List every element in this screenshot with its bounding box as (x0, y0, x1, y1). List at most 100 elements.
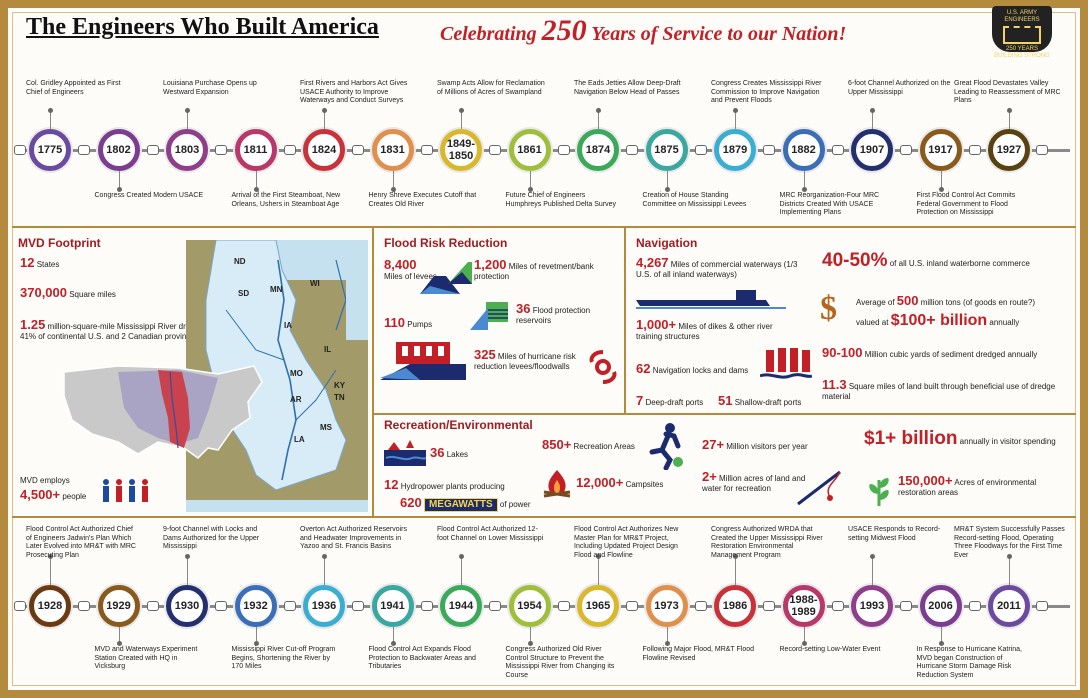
timeline-stem-dot (322, 108, 327, 113)
column-divider-1 (372, 228, 374, 516)
timeline-event-text: Swamp Acts Allow for Reclamation of Mill… (437, 80, 545, 96)
timeline-stem-dot (596, 108, 601, 113)
flood-title: Flood Risk Reduction (384, 236, 508, 250)
rec-visitors: 27+ Million visitors per year (702, 437, 808, 452)
map-label-sd: SD (238, 289, 249, 298)
timeline-connector (420, 145, 433, 155)
nav-shallow-ports: 51 Shallow-draft ports (718, 394, 801, 408)
timeline-connector (900, 145, 913, 155)
rec-areas: 850+ Recreation Areas (542, 438, 635, 452)
timeline-connector (78, 601, 91, 611)
plant-icon (869, 478, 889, 506)
map-label-la: LA (294, 435, 305, 444)
timeline-stem (872, 556, 873, 585)
running-person-icon (649, 423, 683, 470)
flood-levees: 8,400 Miles of levees (384, 257, 440, 282)
timeline-stem (940, 171, 942, 190)
page-subtitle: Celebrating 250 Years of Service to our … (440, 14, 846, 48)
timeline-connector (489, 601, 502, 611)
nav-tons-num: 500 (896, 293, 919, 308)
mvd-people-num: 4,500+ (20, 487, 61, 502)
timeline-stem (255, 627, 257, 644)
rec-power-label: of power (497, 500, 531, 509)
timeline-stem-dot (48, 554, 53, 559)
map-label-ia: IA (284, 321, 292, 330)
rec-restore-num: 150,000+ (898, 473, 953, 488)
nav-sediment: 90-100 Million cubic yards of sediment d… (822, 345, 1062, 360)
rec-acres-num: 2+ (702, 469, 717, 484)
timeline-stem-dot (733, 554, 738, 559)
timeline-year-node: 1988-1989 (782, 585, 825, 627)
rec-visitors-num: 27+ (702, 437, 725, 452)
timeline-event-text: The Eads Jetties Allow Deep-Draft Naviga… (574, 80, 681, 96)
flood-reservoirs-num: 36 (516, 301, 531, 316)
castle-icon (1003, 26, 1041, 44)
flood-levees-label: Miles of levees (384, 272, 437, 281)
timeline-stem (940, 627, 942, 644)
map-label-mn: MN (270, 285, 283, 294)
hurricane-icon (589, 350, 617, 384)
timeline-year-node: 1849-1850 (440, 129, 482, 171)
timeline-event-text: Record-setting Low-Water Event (779, 646, 881, 653)
timeline-event-text: Congress Creates Mississippi River Commi… (711, 80, 822, 104)
timeline-year-node: 1875 (645, 129, 688, 171)
nav-tons-pre: Average of (856, 298, 897, 307)
timeline-connector (968, 601, 981, 611)
fishing-icon (797, 470, 841, 506)
timeline-stem (803, 171, 805, 190)
timeline-connector (78, 145, 91, 155)
mvd-people: 4,500+ people (20, 487, 86, 502)
nav-dikes-label: Miles of dikes & other river training st… (636, 322, 773, 341)
timeline-year-node: 1941 (371, 585, 414, 627)
nav-waterways-label: Miles of commercial waterways (1/3 U.S. … (636, 260, 798, 279)
mvd-title: MVD Footprint (18, 236, 101, 250)
nav-waterways-num: 4,267 (636, 255, 669, 270)
timeline-event-text: Henry Shreve Executes Cutoff that Create… (368, 192, 477, 208)
nav-locks: 62 Navigation locks and dams (636, 362, 748, 376)
mvd-basin: 1.25 million-square-mile Mississippi Riv… (20, 318, 240, 342)
timeline-stem (598, 556, 599, 585)
reservoir-icon (470, 302, 508, 330)
timeline-event-text: Flood Control Act Authorized 12-foot Cha… (437, 526, 544, 542)
timeline-year-node: 1802 (97, 129, 140, 171)
timeline-year-node: 1907 (851, 129, 893, 171)
nav-land-num: 11.3 (822, 377, 847, 392)
timeline-stem-dot (733, 108, 738, 113)
rec-power-num: 620 (400, 495, 422, 510)
flood-hurricane: 325 Miles of hurricane risk reduction le… (474, 348, 590, 372)
timeline-stem-dot (664, 641, 670, 646)
nav-tons: Average of 500 million tons (of goods en… (856, 293, 1066, 308)
timeline-event-text: 9-foot Channel with Locks and Dams Autho… (163, 526, 260, 550)
timeline-connector (283, 601, 296, 611)
rec-hydro-label: Hydropower plants producing (398, 482, 505, 491)
timeline-event-text: Congress Authorized Old River Control St… (505, 646, 615, 679)
nav-sediment-num: 90-100 (822, 345, 863, 360)
levee-icon (420, 276, 460, 294)
flood-pumps-label: Pumps (404, 320, 433, 329)
timeline-year-node: 1874 (577, 129, 619, 171)
nav-deep-num: 7 (636, 393, 644, 408)
nav-deep-ports: 7 Deep-draft ports (636, 393, 703, 408)
revetment-icon (448, 262, 472, 284)
timeline-connector (557, 601, 570, 611)
timeline-stem-dot (801, 641, 807, 646)
timeline-stem (187, 110, 188, 129)
timeline-stem (1009, 110, 1010, 129)
timeline-year-node: 1932 (234, 585, 277, 627)
rec-hydro: 12 Hydropower plants producing (384, 478, 505, 492)
logo-text-bottom: BUILDING STRONG (994, 53, 1050, 59)
timeline-stem (50, 556, 51, 585)
nav-dikes-num: 1,000+ (636, 317, 677, 332)
rec-campsites: 12,000+ Campsites (576, 476, 663, 490)
timeline-stem-dot (253, 641, 259, 646)
lock-and-dam-icon (760, 348, 812, 379)
timeline-event-text: Overton Act Authorized Reservoirs and He… (300, 526, 407, 550)
nav-commerce-num: 40-50% (822, 250, 888, 271)
timeline-stem-dot (1007, 108, 1012, 113)
flood-levees-num: 8,400 (384, 257, 417, 272)
timeline-connector (1036, 145, 1048, 155)
timeline-stem (118, 171, 120, 190)
timeline-year-node: 1954 (508, 585, 551, 627)
timeline-stem-dot (185, 554, 190, 559)
timeline-year-node: 1936 (303, 585, 345, 627)
